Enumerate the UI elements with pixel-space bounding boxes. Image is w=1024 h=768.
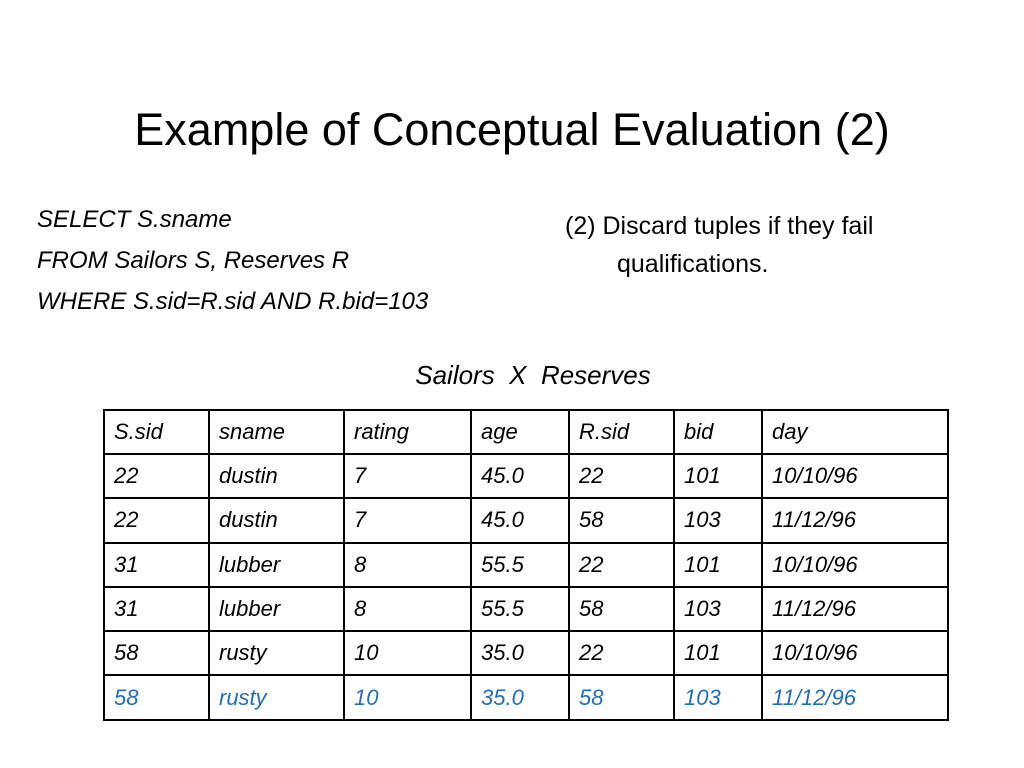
table-cell: 22	[103, 452, 210, 500]
table-cell: 11/12/96	[761, 585, 949, 633]
table-cell: 31	[103, 541, 210, 588]
table-cell: 101	[673, 541, 763, 588]
table-cell: 10/10/96	[761, 630, 949, 677]
table-cell: lubber	[208, 541, 345, 588]
table-cell: rusty	[208, 630, 345, 677]
table-cell: 10	[343, 674, 472, 721]
header-cell: sname	[208, 409, 345, 455]
header-cell: age	[470, 409, 570, 455]
table-cell: 7	[343, 452, 472, 500]
table-cell: 58	[103, 674, 210, 721]
table-cell: dustin	[208, 497, 345, 544]
query-line: FROM Sailors S, Reserves R	[37, 247, 350, 274]
header-cell: R.sid	[568, 409, 675, 455]
query-line: WHERE S.sid=R.sid AND R.bid=103	[37, 288, 429, 315]
table-cell: dustin	[208, 452, 345, 500]
table-cell: rusty	[208, 674, 345, 721]
table-cell: 101	[673, 630, 763, 677]
table-cell: 35.0	[470, 630, 570, 677]
query-line: SELECT S.sname	[37, 206, 232, 233]
table-cell: 8	[343, 541, 472, 588]
table-cell: 8	[343, 585, 472, 633]
table-cell: 45.0	[470, 497, 570, 544]
table-row: 31 lubber 8 55.5 22 101 10/10/96	[103, 541, 949, 588]
table-cell: 7	[343, 497, 472, 544]
table-caption: Sailors X Reserves	[415, 360, 651, 390]
table-cell: 58	[568, 497, 675, 544]
table-cell: 22	[568, 541, 675, 588]
table-cell: 45.0	[470, 452, 570, 500]
note-line: qualifications.	[617, 250, 769, 278]
header-cell: bid	[673, 409, 763, 455]
table-cell: 22	[103, 497, 210, 544]
table-cell: 10/10/96	[761, 452, 949, 500]
table-row: 22 dustin 7 45.0 22 101 10/10/96	[103, 452, 949, 500]
header-cell: day	[761, 409, 949, 455]
table-cell: 11/12/96	[761, 497, 949, 544]
table-cell: 10/10/96	[761, 541, 949, 588]
table-cell: 10	[343, 630, 472, 677]
header-cell: S.sid	[103, 409, 210, 455]
table-cell: 58	[568, 674, 675, 721]
result-table: S.sid sname rating age R.sid bid day 22 dustin 7 4…	[103, 409, 949, 721]
table-cell: 58	[568, 585, 675, 633]
table-cell: 103	[673, 585, 763, 633]
table-cell: 35.0	[470, 674, 570, 721]
table-cell: lubber	[208, 585, 345, 633]
table-cell: 22	[568, 630, 675, 677]
table-cell: 31	[103, 585, 210, 633]
table-cell: 103	[673, 674, 763, 721]
table-row: 31 lubber 8 55.5 58 103 11/12/96	[103, 585, 949, 633]
table-row: 58 rusty 10 35.0 22 101 10/10/96	[103, 630, 949, 677]
note-line: (2) Discard tuples if they fail	[565, 212, 874, 240]
table-row: 22 dustin 7 45.0 58 103 11/12/96	[103, 497, 949, 544]
header-cell: rating	[343, 409, 472, 455]
table-cell: 55.5	[470, 541, 570, 588]
table-cell: 101	[673, 452, 763, 500]
table-row: 58 rusty 10 35.0 58 103 11/12/96	[103, 674, 949, 721]
table-cell: 58	[103, 630, 210, 677]
table-cell: 11/12/96	[761, 674, 949, 721]
slide-title: Example of Conceptual Evaluation (2)	[134, 104, 890, 155]
table-cell: 22	[568, 452, 675, 500]
header-row: S.sid sname rating age R.sid bid day	[103, 409, 949, 455]
table-cell: 103	[673, 497, 763, 544]
table-cell: 55.5	[470, 585, 570, 633]
